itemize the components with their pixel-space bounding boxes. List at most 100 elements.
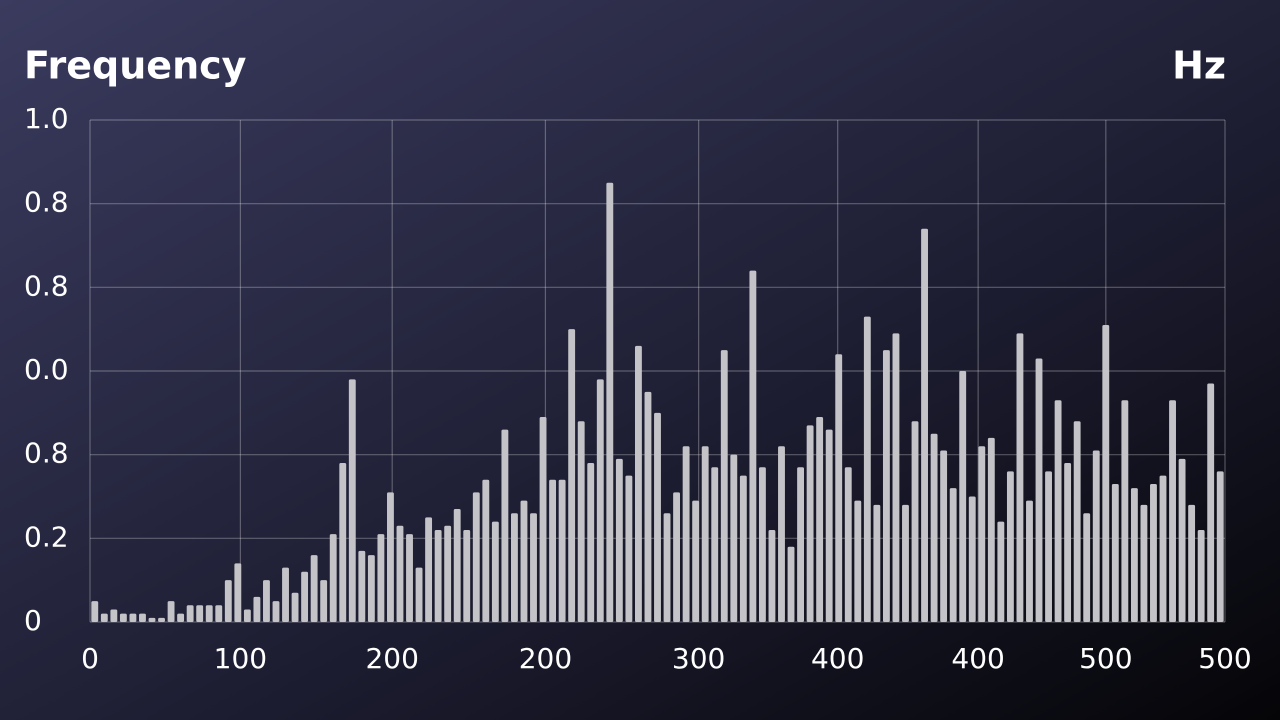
bar	[892, 333, 900, 622]
bar	[1207, 383, 1215, 622]
bar	[634, 345, 642, 622]
x-tick-label: 300	[672, 642, 725, 675]
bar	[949, 488, 957, 622]
bar	[100, 613, 108, 622]
bar	[282, 567, 289, 622]
bar	[377, 534, 385, 622]
bar	[968, 496, 976, 622]
bar	[720, 350, 728, 622]
bar	[1159, 475, 1167, 622]
bar	[1169, 400, 1176, 622]
bar	[873, 504, 881, 622]
bar	[911, 421, 919, 622]
bar	[491, 521, 499, 622]
bar	[797, 467, 805, 622]
bar	[854, 500, 862, 622]
bar	[148, 617, 156, 622]
bar	[758, 467, 766, 622]
x-tick-label: 400	[951, 642, 1004, 675]
bar	[816, 417, 824, 622]
bar	[577, 421, 585, 622]
bar	[711, 467, 719, 622]
bar	[768, 529, 776, 622]
bar	[625, 475, 633, 622]
bar	[234, 563, 242, 622]
x-tick-label: 0	[81, 642, 99, 675]
bar	[243, 609, 251, 622]
bar	[902, 504, 909, 622]
bar	[224, 580, 232, 622]
bar	[396, 525, 404, 622]
bar	[959, 371, 967, 622]
bar	[844, 467, 852, 622]
bar	[692, 500, 700, 622]
bar	[520, 500, 528, 622]
bar	[158, 617, 165, 622]
bar	[835, 354, 843, 622]
bar	[501, 429, 509, 622]
x-tick-label: 100	[214, 642, 267, 675]
bar	[806, 425, 814, 622]
bar	[1178, 458, 1186, 622]
bar	[196, 605, 204, 622]
bar	[205, 605, 213, 622]
bar	[387, 492, 394, 622]
bar	[167, 601, 175, 622]
bar	[339, 463, 347, 622]
bar	[425, 517, 433, 622]
bar	[568, 329, 576, 622]
bar	[1035, 358, 1043, 622]
bar	[863, 316, 871, 622]
bar	[596, 379, 604, 622]
bar	[215, 605, 223, 622]
y-tick-label: 0	[24, 604, 42, 637]
bar	[482, 479, 490, 622]
bar	[978, 446, 986, 622]
bar	[291, 592, 299, 622]
bar	[1064, 463, 1072, 622]
bar	[587, 463, 595, 622]
bar	[663, 513, 671, 622]
bar	[1026, 500, 1033, 622]
bar	[1045, 471, 1052, 622]
bar	[1121, 400, 1129, 622]
x-tick-label: 200	[365, 642, 418, 675]
bar	[253, 596, 261, 622]
bar	[453, 509, 461, 622]
y-tick-label: 0.0	[24, 353, 69, 386]
bar	[177, 613, 185, 622]
bar	[1016, 333, 1024, 622]
bar	[644, 391, 652, 622]
bar	[272, 601, 280, 622]
bar	[1140, 504, 1148, 622]
bar	[1111, 483, 1119, 622]
bar	[129, 613, 137, 622]
bar	[558, 479, 566, 622]
bar	[682, 446, 690, 622]
x-tick-label: 500	[1079, 642, 1132, 675]
bar	[463, 529, 471, 622]
bar	[186, 605, 194, 622]
bar	[320, 580, 328, 622]
bar	[358, 550, 366, 622]
bar	[510, 513, 518, 622]
bar	[1216, 471, 1224, 622]
bar	[406, 534, 413, 622]
y-tick-label: 0.8	[24, 437, 69, 470]
chart-title: Frequency	[24, 44, 247, 88]
bar	[472, 492, 480, 622]
bar	[825, 429, 833, 622]
bar	[119, 613, 127, 622]
y-tick-label: 1.0	[24, 102, 69, 135]
unit-label: Hz	[1172, 44, 1226, 88]
bar	[997, 521, 1005, 622]
bar	[329, 534, 337, 622]
bar	[1073, 421, 1081, 622]
bar	[730, 454, 738, 622]
x-tick-label: 200	[519, 642, 572, 675]
bar	[1102, 324, 1110, 622]
bar	[739, 475, 747, 622]
bar	[367, 555, 375, 622]
bar	[921, 228, 928, 622]
